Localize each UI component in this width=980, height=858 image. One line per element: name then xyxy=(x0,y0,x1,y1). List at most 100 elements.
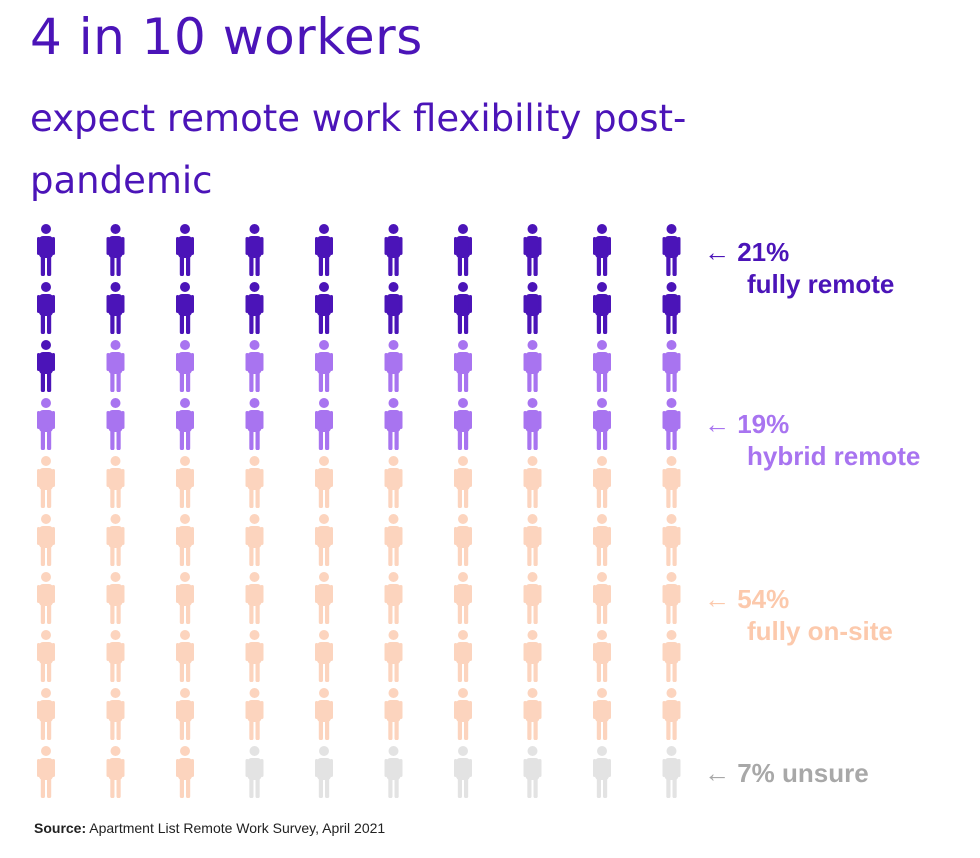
legend-unsure-value: ← 7% unsure xyxy=(704,758,869,788)
person-icon-hybrid-remote xyxy=(315,340,333,392)
person-icon-hybrid-remote xyxy=(593,340,611,392)
person-icon-fully-remote xyxy=(37,224,55,276)
person-icon-fully-on-site xyxy=(662,572,681,624)
person-icon-fully-on-site xyxy=(315,514,333,566)
legend-fully-onsite: ← 54% fully on-site xyxy=(704,583,893,647)
person-icon-fully-on-site xyxy=(315,630,333,682)
person-icon-fully-remote xyxy=(662,224,681,276)
person-icon-unsure xyxy=(384,746,403,798)
person-icon-fully-on-site xyxy=(384,688,403,740)
source-note: Source: Apartment List Remote Work Surve… xyxy=(34,820,385,836)
person-icon-unsure xyxy=(245,746,264,798)
person-icon-fully-on-site xyxy=(593,456,611,508)
person-icon-fully-on-site xyxy=(454,514,472,566)
person-icon-fully-on-site xyxy=(662,630,681,682)
person-icon-unsure xyxy=(523,746,542,798)
chart-title: 4 in 10 workers xyxy=(30,8,423,66)
person-icon-fully-remote xyxy=(593,224,611,276)
person-icon-fully-remote xyxy=(593,282,611,334)
person-icon-fully-on-site xyxy=(245,630,264,682)
person-icon-fully-on-site xyxy=(176,514,194,566)
person-icon-hybrid-remote xyxy=(523,340,542,392)
person-icon-fully-on-site xyxy=(315,456,333,508)
legend-fully-remote-value: ← 21% xyxy=(704,237,790,267)
person-icon-unsure xyxy=(454,746,472,798)
person-icon-fully-remote xyxy=(384,282,403,334)
person-icon-fully-on-site xyxy=(384,514,403,566)
person-icon-fully-remote xyxy=(523,282,542,334)
person-icon-fully-on-site xyxy=(593,688,611,740)
person-icon-fully-on-site xyxy=(245,688,264,740)
person-icon-hybrid-remote xyxy=(523,398,542,450)
person-icon-fully-on-site xyxy=(523,514,542,566)
person-icon-fully-remote xyxy=(245,224,264,276)
person-icon-fully-on-site xyxy=(523,688,542,740)
person-icon-fully-on-site xyxy=(176,688,194,740)
person-icon-unsure xyxy=(593,746,611,798)
person-icon-fully-on-site xyxy=(106,514,125,566)
legend-fully-remote-label: fully remote xyxy=(747,269,895,299)
person-icon-fully-on-site xyxy=(454,630,472,682)
person-icon-fully-remote xyxy=(245,282,264,334)
person-icon-fully-on-site xyxy=(37,456,55,508)
person-icon-fully-on-site xyxy=(454,456,472,508)
person-icon-fully-on-site xyxy=(523,456,542,508)
person-icon-hybrid-remote xyxy=(106,340,125,392)
person-icon-fully-on-site xyxy=(662,514,681,566)
person-icon-fully-on-site xyxy=(384,456,403,508)
person-icon-fully-remote xyxy=(37,282,55,334)
person-icon-fully-on-site xyxy=(593,514,611,566)
person-icon-fully-on-site xyxy=(37,514,55,566)
person-icon-fully-on-site xyxy=(37,630,55,682)
person-icon-hybrid-remote xyxy=(245,398,264,450)
person-icon-fully-on-site xyxy=(523,572,542,624)
person-icon-hybrid-remote xyxy=(176,398,194,450)
person-icon-fully-on-site xyxy=(106,572,125,624)
person-icon-unsure xyxy=(662,746,681,798)
person-icon-fully-remote xyxy=(454,282,472,334)
person-icon-hybrid-remote xyxy=(315,398,333,450)
person-icon-fully-on-site xyxy=(176,456,194,508)
person-icon-fully-on-site xyxy=(37,572,55,624)
person-icon-fully-on-site xyxy=(593,572,611,624)
person-icon-fully-on-site xyxy=(106,456,125,508)
legend-unsure: ← 7% unsure xyxy=(704,757,869,789)
person-icon-hybrid-remote xyxy=(454,398,472,450)
person-icon-fully-on-site xyxy=(245,514,264,566)
person-icon-fully-on-site xyxy=(106,630,125,682)
person-icon-unsure xyxy=(315,746,333,798)
person-icon-fully-on-site xyxy=(37,688,55,740)
legend-hybrid-remote-label: hybrid remote xyxy=(747,441,921,471)
legend-fully-remote: ← 21% fully remote xyxy=(704,236,894,300)
person-icon-fully-remote xyxy=(106,282,125,334)
person-icon-fully-remote xyxy=(106,224,125,276)
person-icon-hybrid-remote xyxy=(176,340,194,392)
person-icon-fully-on-site xyxy=(106,688,125,740)
person-icon-hybrid-remote xyxy=(662,340,681,392)
person-icon-hybrid-remote xyxy=(662,398,681,450)
source-prefix: Source: xyxy=(34,820,87,836)
person-icon-fully-on-site xyxy=(523,630,542,682)
person-icon-fully-on-site xyxy=(384,630,403,682)
person-icon-fully-on-site xyxy=(315,688,333,740)
person-icon-hybrid-remote xyxy=(245,340,264,392)
person-icon-fully-on-site xyxy=(454,688,472,740)
person-icon-fully-remote xyxy=(176,282,194,334)
person-icon-fully-remote xyxy=(384,224,403,276)
person-icon-fully-on-site xyxy=(662,456,681,508)
legend-hybrid-remote: ← 19% hybrid remote xyxy=(704,408,920,472)
person-icon-hybrid-remote xyxy=(384,398,403,450)
legend-hybrid-remote-value: ← 19% xyxy=(704,409,790,439)
person-icon-fully-on-site xyxy=(176,746,194,798)
person-icon-hybrid-remote xyxy=(37,398,55,450)
person-icon-hybrid-remote xyxy=(106,398,125,450)
person-icon-fully-remote xyxy=(315,224,333,276)
person-icon-fully-on-site xyxy=(454,572,472,624)
chart-subtitle: expect remote work flexibility post-pand… xyxy=(30,97,687,202)
person-icon-fully-remote xyxy=(662,282,681,334)
person-icon-hybrid-remote xyxy=(384,340,403,392)
person-icon-fully-remote xyxy=(315,282,333,334)
person-icon-fully-on-site xyxy=(662,688,681,740)
person-icon-fully-remote xyxy=(523,224,542,276)
